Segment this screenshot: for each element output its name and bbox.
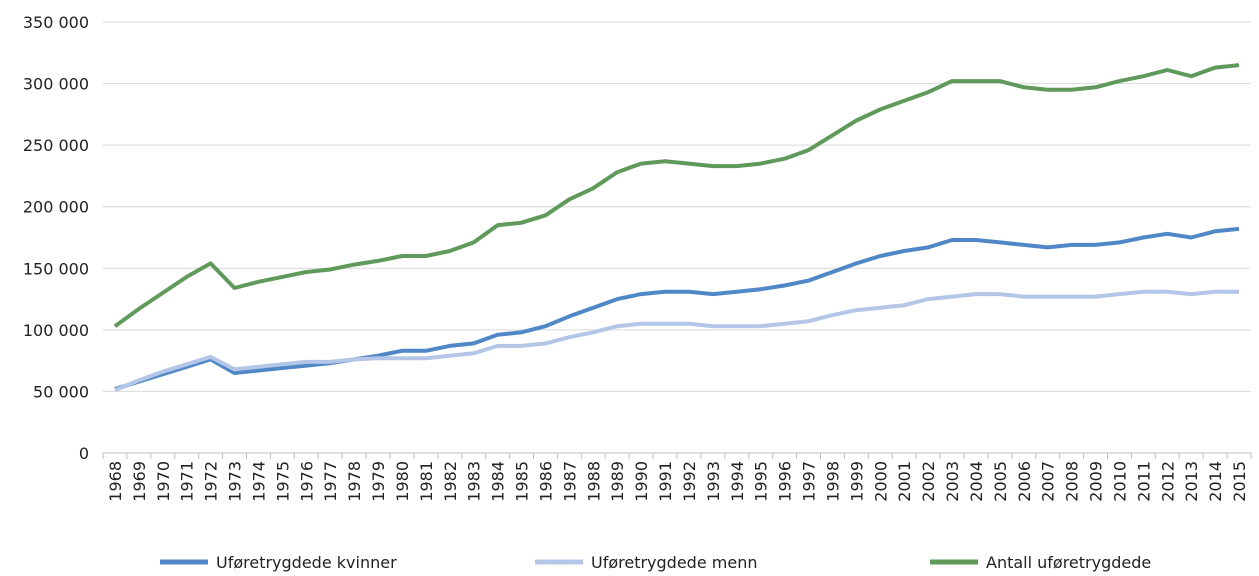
x-tick-label: 1974 — [249, 461, 268, 502]
y-tick-label: 50 000 — [33, 382, 89, 401]
x-tick-label: 1993 — [704, 461, 723, 502]
y-tick-label: 300 000 — [23, 75, 89, 94]
x-tick-label: 2014 — [1206, 461, 1225, 502]
x-tick-label: 2008 — [1063, 461, 1082, 502]
x-tick-label: 1998 — [823, 461, 842, 502]
x-tick-label: 1986 — [536, 461, 555, 502]
x-tick-label: 2007 — [1039, 461, 1058, 502]
x-tick-label: 2005 — [991, 461, 1010, 502]
series-line — [114, 226, 1240, 391]
x-tick-label: 1989 — [608, 461, 627, 502]
series-line — [114, 289, 1239, 393]
y-tick-label: 0 — [79, 444, 89, 463]
x-tick-label: 2006 — [1015, 461, 1034, 502]
x-tick-label: 1970 — [154, 461, 173, 502]
x-tick-label: 2013 — [1182, 461, 1201, 502]
x-tick-label: 2012 — [1158, 461, 1177, 502]
x-tick-label: 2004 — [967, 461, 986, 502]
y-tick-label: 150 000 — [23, 259, 89, 278]
x-tick-label: 2002 — [919, 461, 938, 502]
y-tick-label: 350 000 — [23, 13, 89, 32]
x-tick-label: 1977 — [321, 461, 340, 502]
x-tick-label: 2001 — [895, 461, 914, 502]
x-tick-label: 1978 — [345, 461, 364, 502]
x-tick-label: 1983 — [465, 461, 484, 502]
x-tick-label: 1988 — [584, 461, 603, 502]
x-tick-label: 1990 — [632, 461, 651, 502]
legend-label: Uføretrygdede kvinner — [216, 553, 397, 572]
x-tick-label: 1980 — [393, 461, 412, 502]
y-tick-label: 200 000 — [23, 198, 89, 217]
legend-label: Uføretrygdede menn — [591, 553, 757, 572]
x-tick-label: 2009 — [1087, 461, 1106, 502]
x-tick-label: 1968 — [106, 461, 125, 502]
x-tick-label: 2011 — [1134, 461, 1153, 502]
x-tick-label: 1995 — [752, 461, 771, 502]
x-tick-label: 1982 — [441, 461, 460, 502]
x-tick-label: 1972 — [202, 461, 221, 502]
y-tick-label: 100 000 — [23, 321, 89, 340]
x-tick-label: 2000 — [871, 461, 890, 502]
x-tick-label: 1987 — [560, 461, 579, 502]
x-tick-label: 1975 — [273, 461, 292, 502]
x-tick-label: 1971 — [178, 461, 197, 502]
x-tick-label: 1979 — [369, 461, 388, 502]
x-tick-label: 1985 — [513, 461, 532, 502]
legend-label: Antall uføretrygdede — [986, 553, 1151, 572]
x-tick-label: 1976 — [297, 461, 316, 502]
x-tick-label: 1991 — [656, 461, 675, 502]
series-line — [113, 63, 1240, 328]
x-tick-label: 1984 — [489, 461, 508, 502]
x-tick-label: 1973 — [226, 461, 245, 502]
x-tick-label: 1994 — [728, 461, 747, 502]
x-tick-label: 2003 — [943, 461, 962, 502]
x-tick-label: 2015 — [1230, 461, 1249, 502]
x-tick-label: 1981 — [417, 461, 436, 502]
x-tick-label: 1992 — [680, 461, 699, 502]
x-tick-label: 1999 — [847, 461, 866, 502]
x-tick-label: 1997 — [800, 461, 819, 502]
y-tick-label: 250 000 — [23, 136, 89, 155]
x-tick-label: 1969 — [130, 461, 149, 502]
x-tick-label: 2010 — [1110, 461, 1129, 502]
x-tick-label: 1996 — [776, 461, 795, 502]
